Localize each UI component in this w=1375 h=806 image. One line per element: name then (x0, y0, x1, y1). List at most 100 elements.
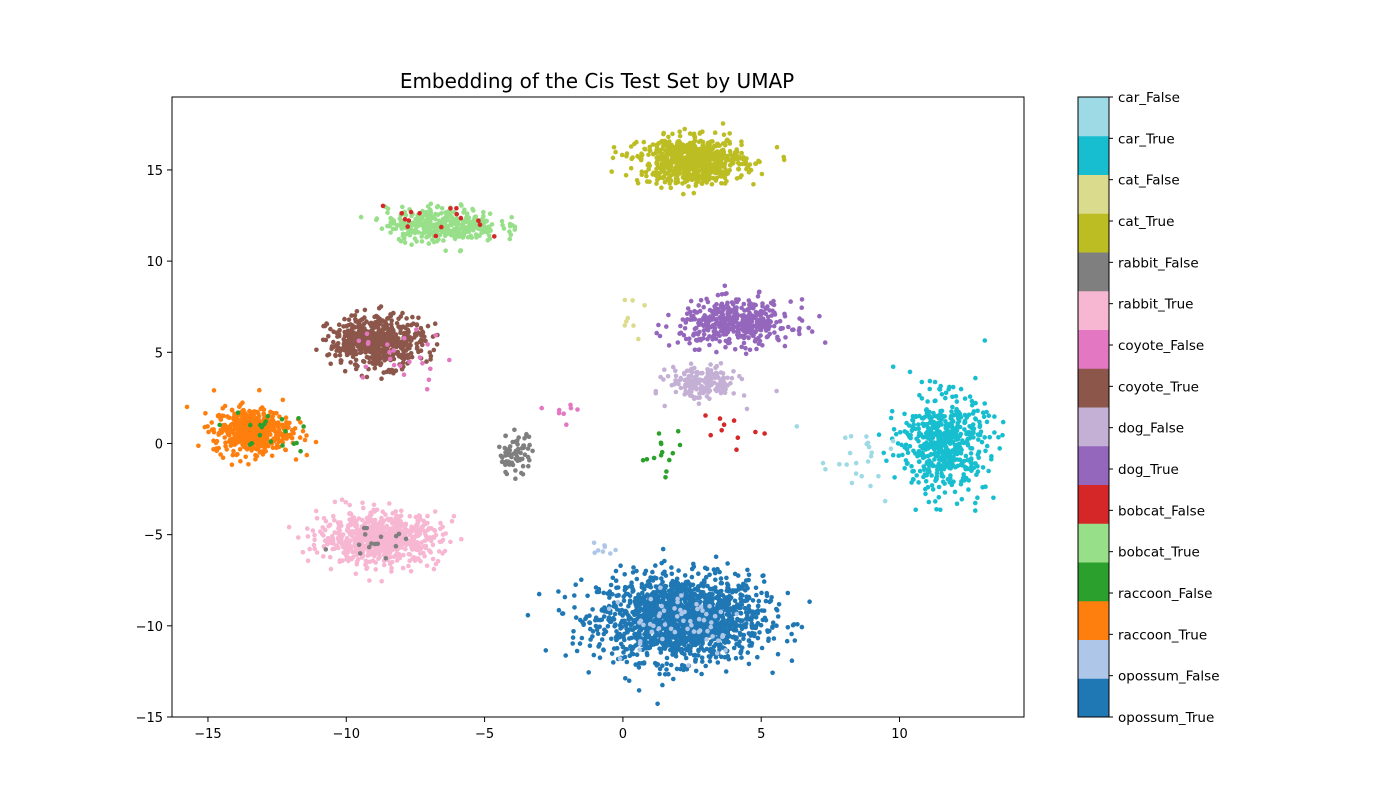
point-opossum_True (673, 585, 679, 590)
point-opossum_True (645, 592, 650, 597)
point-opossum_True (689, 588, 694, 594)
point-opossum_False (707, 603, 712, 609)
point-coyote_True (337, 353, 343, 358)
point-opossum_True (701, 648, 707, 653)
point-rabbit_True (397, 539, 403, 544)
point-dog_True (696, 347, 701, 353)
point-opossum_False (606, 606, 612, 612)
point-bobcat_True (390, 226, 396, 232)
point-cat_True (751, 182, 756, 187)
point-rabbit_False (403, 536, 409, 542)
point-coyote_False (366, 339, 371, 345)
point-opossum_True (763, 618, 769, 623)
point-opossum_True (742, 605, 748, 611)
point-rabbit_True (379, 579, 385, 584)
point-dog_True (745, 319, 750, 324)
point-opossum_True (609, 651, 615, 656)
point-raccoon_False (651, 455, 657, 461)
point-opossum_True (739, 626, 745, 632)
point-opossum_False (608, 551, 613, 556)
point-coyote_True (424, 359, 429, 364)
point-opossum_True (714, 626, 719, 632)
point-rabbit_True (344, 548, 349, 553)
point-coyote_True (353, 357, 359, 363)
point-raccoon_True (211, 427, 216, 432)
point-raccoon_True (209, 420, 214, 425)
point-opossum_True (654, 598, 659, 603)
point-coyote_True (382, 357, 388, 363)
point-opossum_True (599, 637, 605, 642)
point-dog_True (683, 320, 689, 325)
point-dog_True (747, 347, 753, 353)
point-dog_True (726, 317, 732, 323)
point-raccoon_True (218, 452, 223, 457)
point-dog_True (756, 335, 761, 341)
point-coyote_True (416, 349, 421, 355)
point-opossum_True (789, 658, 795, 663)
point-rabbit_False (527, 457, 532, 463)
point-opossum_True (678, 666, 683, 672)
point-coyote_True (344, 340, 349, 346)
point-dog_True (797, 316, 802, 321)
point-opossum_True (617, 635, 622, 640)
point-opossum_True (711, 610, 716, 615)
point-opossum_True (651, 611, 657, 616)
point-dog_False (697, 395, 702, 400)
point-rabbit_True (426, 526, 432, 531)
point-dog_False (672, 382, 677, 387)
point-raccoon_True (274, 442, 280, 448)
point-opossum_True (679, 582, 685, 587)
point-dog_True (736, 321, 741, 326)
point-rabbit_True (451, 513, 457, 519)
point-opossum_True (774, 623, 779, 628)
point-bobcat_True (512, 227, 518, 232)
point-raccoon_True (211, 447, 216, 452)
point-raccoon_True (196, 443, 201, 449)
point-bobcat_True (444, 213, 450, 219)
point-rabbit_True (354, 527, 360, 533)
point-dog_True (786, 324, 791, 330)
point-rabbit_True (313, 508, 319, 514)
cluster-opossum_True (525, 546, 812, 707)
point-raccoon_True (242, 410, 247, 416)
point-coyote_True (356, 323, 361, 328)
point-rabbit_True (296, 535, 301, 540)
point-rabbit_True (363, 520, 369, 526)
point-dog_False (713, 365, 718, 371)
point-opossum_True (770, 620, 776, 625)
point-opossum_True (755, 654, 760, 660)
point-coyote_True (410, 314, 415, 320)
point-opossum_True (662, 593, 667, 598)
point-dog_False (729, 375, 735, 381)
point-dog_True (780, 326, 785, 331)
cluster-bobcat_False (703, 413, 767, 453)
point-opossum_True (587, 643, 593, 648)
point-dog_True (766, 319, 771, 325)
point-dog_True (723, 344, 728, 350)
point-opossum_True (665, 616, 670, 621)
point-rabbit_True (323, 539, 329, 544)
point-dog_True (717, 324, 722, 329)
point-coyote_True (368, 348, 374, 354)
point-rabbit_True (321, 554, 326, 559)
point-dog_False (697, 377, 702, 382)
point-rabbit_True (442, 548, 448, 554)
point-raccoon_True (231, 448, 236, 454)
point-opossum_True (730, 621, 736, 626)
point-dog_True (696, 303, 701, 308)
point-rabbit_False (323, 547, 329, 552)
point-coyote_False (360, 375, 366, 380)
point-dog_True (734, 305, 739, 310)
point-raccoon_True (255, 443, 261, 449)
point-opossum_True (673, 642, 678, 648)
point-bobcat_False (762, 431, 767, 436)
point-rabbit_True (410, 535, 416, 541)
point-bobcat_True (428, 201, 434, 207)
point-opossum_True (676, 568, 681, 573)
point-rabbit_True (345, 555, 351, 560)
point-rabbit_True (432, 509, 438, 514)
point-raccoon_False (280, 443, 285, 448)
point-opossum_True (674, 666, 680, 672)
point-coyote_True (383, 321, 389, 326)
point-opossum_True (633, 601, 639, 606)
